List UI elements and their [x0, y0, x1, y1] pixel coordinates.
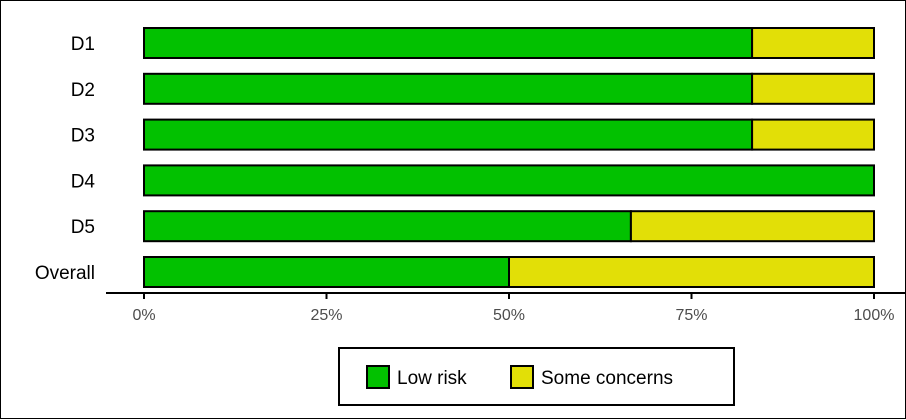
bars-group [143, 27, 876, 288]
bar-d5-some-concerns [629, 210, 875, 243]
category-label-d5: D5 [71, 217, 95, 238]
category-labels: D1 D2 D3 D4 D5 Overall [35, 34, 96, 284]
x-axis-ticks: 0% 25% 50% 75% 100% [132, 293, 894, 324]
category-label-d3: D3 [71, 126, 95, 147]
x-tick-label-25: 25% [310, 307, 342, 324]
x-tick-label-75: 75% [675, 307, 707, 324]
legend: Low risk Some concerns [338, 347, 735, 406]
bar-d5-low-risk [143, 210, 632, 243]
category-label-d1: D1 [71, 34, 95, 55]
x-tick-label-100: 100% [854, 307, 895, 324]
bar-d3-low-risk [143, 118, 754, 151]
legend-box [338, 347, 735, 406]
legend-label-low-risk: Low risk [397, 368, 467, 389]
bar-d4-low-risk [143, 164, 875, 197]
legend-swatch-low-risk [366, 365, 390, 389]
bar-d1-low-risk [143, 27, 754, 59]
category-label-overall: Overall [35, 263, 95, 284]
x-tick-label-50: 50% [493, 307, 525, 324]
bar-d3-some-concerns [751, 118, 876, 151]
category-label-d4: D4 [71, 171, 96, 192]
bar-overall-low-risk [143, 256, 510, 288]
legend-swatch-some-concerns [510, 365, 534, 389]
x-tick-label-0: 0% [132, 307, 155, 324]
bar-d1-some-concerns [751, 27, 876, 59]
bar-overall-some-concerns [508, 256, 875, 288]
category-label-d2: D2 [71, 80, 95, 101]
legend-label-some-concerns: Some concerns [541, 368, 673, 389]
bar-d2-low-risk [143, 72, 754, 105]
bar-d2-some-concerns [751, 72, 876, 105]
